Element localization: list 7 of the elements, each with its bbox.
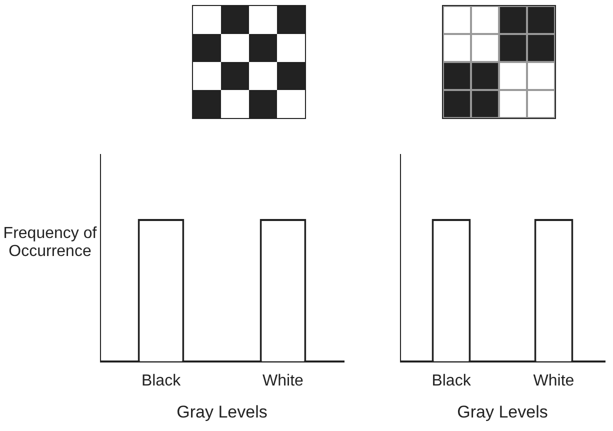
- y-axis-title: Frequency of Occurrence: [2, 225, 98, 261]
- x-tick-label: Black: [141, 372, 182, 390]
- x-tick-label: White: [533, 372, 574, 390]
- x-axis-title: Gray Levels: [176, 402, 268, 422]
- x-tick-label: White: [262, 372, 304, 390]
- x-axis-title: Gray Levels: [457, 402, 548, 422]
- x-tick-label: Black: [432, 372, 472, 390]
